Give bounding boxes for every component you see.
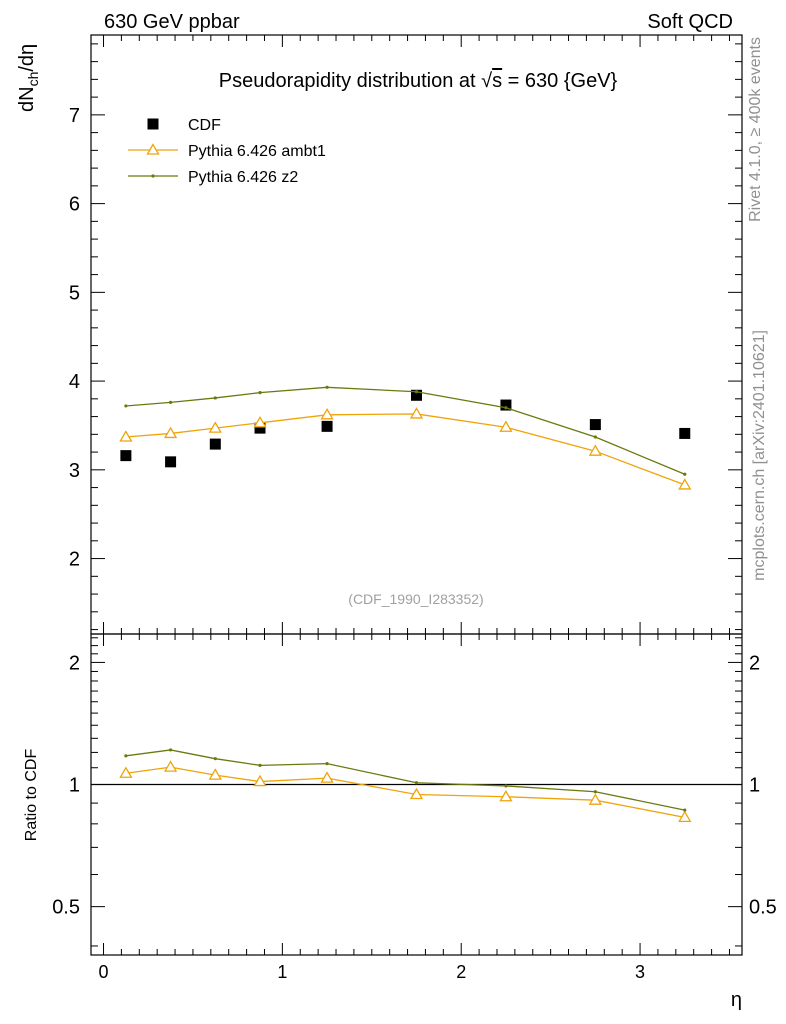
legend-label: Pythia 6.426 ambt1 (188, 143, 326, 160)
data-point-square (589, 419, 601, 431)
data-point-triangle (678, 478, 692, 490)
data-point-triangle (119, 766, 133, 778)
data-point-square (165, 456, 177, 468)
main-y-tick-label: 3 (69, 460, 80, 482)
mcplots-label: mcplots.cern.ch [arXiv:2401.10621] (751, 330, 768, 581)
data-point-dot (124, 404, 128, 408)
data-point-triangle (119, 430, 133, 442)
chart-title-sqrt-sign: √ (481, 70, 492, 92)
data-point-dot (325, 385, 329, 389)
ratio-y-tick-label-right: 2 (749, 652, 760, 674)
data-point-triangle (678, 810, 692, 823)
main-y-tick-label: 2 (69, 549, 80, 571)
data-point-dot (683, 808, 687, 812)
ratio-frame (90, 633, 743, 956)
data-point-dot (593, 435, 597, 439)
data-point-dot (683, 472, 687, 476)
data-point-square (209, 438, 221, 450)
data-point-dot (414, 390, 419, 394)
data-point-dot (504, 784, 508, 788)
data-point-dot (593, 790, 597, 794)
x-tick-label: 3 (635, 962, 645, 982)
data-point-square (120, 450, 132, 462)
data-point-triangle (253, 774, 267, 787)
data-point-dot (414, 781, 419, 785)
chart-title-suffix: = 630 {GeV} (502, 70, 617, 92)
main-ylabel-main: dN (16, 86, 38, 112)
data-point-triangle (320, 408, 334, 420)
data-point-dot (258, 391, 262, 395)
x-tick-label: 0 (99, 962, 109, 982)
main-ylabel-tail: /dη (16, 44, 38, 72)
series-line (125, 386, 686, 475)
legend: CDF Pythia 6.426 ambt1 Pythia 6.426 z2 (128, 117, 326, 186)
ratio-y-tick-label: 0.5 (52, 897, 80, 919)
ratio-y-tick-label: 2 (69, 652, 80, 674)
legend-label: CDF (188, 117, 221, 134)
header-right: Soft QCD (647, 11, 733, 33)
data-point-dot (124, 754, 128, 758)
x-tick-label: 1 (277, 962, 287, 982)
legend-label: Pythia 6.426 z2 (188, 169, 298, 186)
data-point-triangle (499, 789, 513, 802)
data-point-square (500, 399, 512, 411)
data-point-triangle (588, 444, 602, 456)
analysis-tag: (CDF_1990_I283352) (348, 591, 483, 607)
data-point-square (254, 422, 266, 434)
data-point-triangle (320, 771, 334, 783)
ratio-y-tick-label-right: 0.5 (749, 897, 777, 919)
data-point-triangle (499, 420, 513, 432)
chart-title-sqrt-arg: s (492, 70, 502, 92)
data-point-dot (258, 763, 262, 767)
ratio-y-tick-label-right: 1 (749, 775, 760, 797)
ratio-ylabel: Ratio to CDF (23, 749, 40, 842)
data-point-triangle (146, 143, 160, 155)
main-panel: 2 3 4 5 6 7 (69, 34, 743, 635)
rivet-label: Rivet 4.1.0, ≥ 400k events (747, 37, 764, 222)
data-point-triangle (163, 760, 178, 772)
x-axis-label: η (731, 989, 742, 1011)
data-point-triangle (253, 415, 267, 428)
main-ylabel: dNch/dη (16, 44, 41, 112)
ratio-y-tick-label: 1 (69, 775, 80, 797)
data-point-dot (151, 174, 155, 178)
data-point-dot (168, 748, 173, 752)
series-line (125, 413, 685, 486)
header-left: 630 GeV ppbar (104, 11, 240, 33)
chart-title-prefix: Pseudorapidity distribution at (219, 70, 481, 92)
data-point-triangle (588, 793, 602, 805)
data-point-square (147, 118, 159, 130)
data-point-dot (168, 400, 173, 404)
data-point-dot (504, 406, 508, 410)
main-y-tick-label: 7 (69, 105, 80, 127)
data-point-triangle (409, 407, 424, 419)
data-point-square (411, 389, 422, 401)
ratio-panel: 0 1 2 3 0.5 0.5 1 1 2 2 (52, 633, 777, 982)
main-y-tick-label: 5 (69, 282, 80, 304)
x-tick-label: 2 (456, 962, 466, 982)
data-point-square (321, 420, 333, 432)
main-ylabel-sub: ch (25, 72, 41, 87)
data-point-dot (213, 396, 217, 400)
chart-title: Pseudorapidity distribution at √s = 630 … (219, 70, 618, 92)
main-y-tick-label: 6 (69, 194, 80, 216)
data-point-square (679, 427, 691, 439)
data-point-triangle (208, 768, 222, 780)
data-point-dot (325, 762, 329, 766)
data-point-triangle (208, 421, 222, 433)
data-point-dot (213, 757, 217, 761)
main-y-tick-label: 4 (69, 371, 80, 393)
data-point-triangle (163, 426, 178, 439)
data-point-triangle (409, 787, 424, 800)
